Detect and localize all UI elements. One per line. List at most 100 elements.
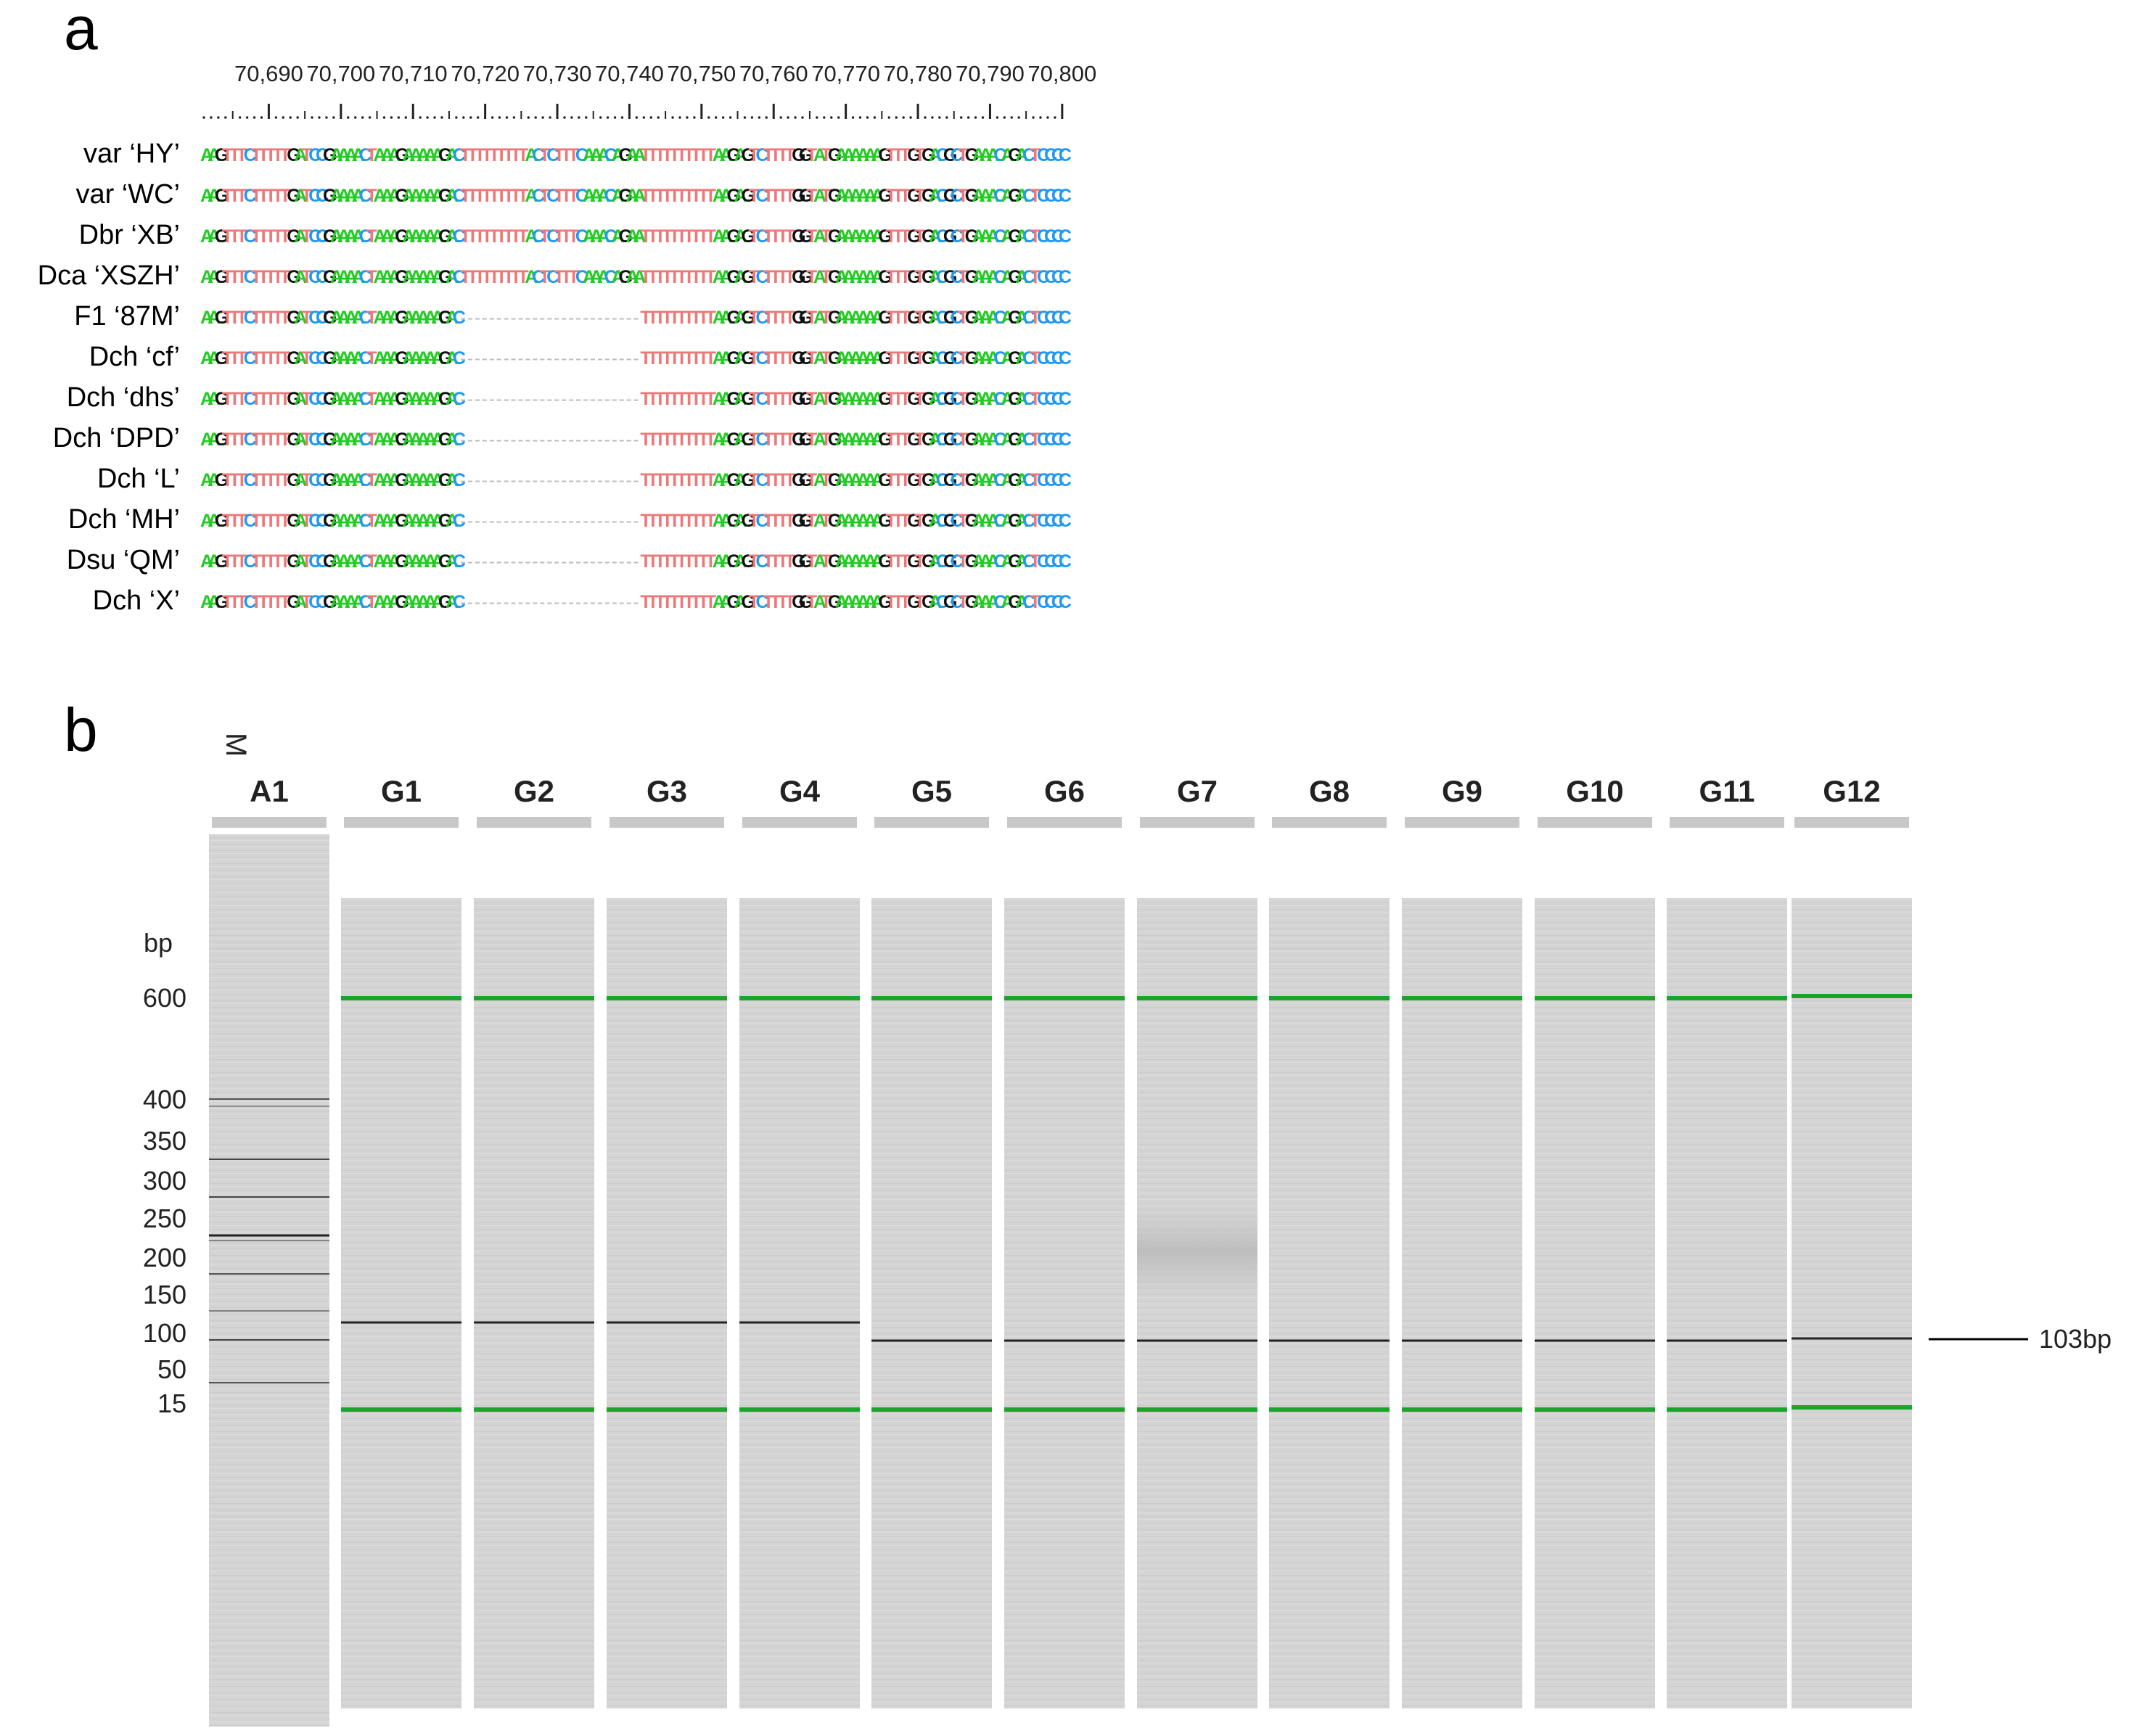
sequence-row: AAGTTTCTTTTTGATCCGAAAACTAAAGAAAAAGACTTTT… — [200, 145, 1072, 165]
ruler-dot — [476, 116, 480, 119]
lane-labels: A1 G1 G2 G3 G4 G5 G6 G7 G8 G9 G10 G11 G12 — [212, 774, 1909, 828]
ladder-size-label: 400 — [143, 1085, 186, 1114]
lane-tab — [1272, 817, 1387, 828]
ruler-dot — [779, 116, 782, 119]
position-label: 70,800 — [1027, 61, 1096, 86]
sample-lane — [341, 898, 461, 1708]
sample-label: Dch ‘X’ — [93, 585, 180, 616]
sequence-row: AAGTTTCTTTTTGATCCGAAAACTAAAGAAAAAGAC----… — [200, 429, 1072, 450]
ruler-dot — [693, 116, 696, 119]
sample-label: Dch ‘DPD’ — [53, 423, 180, 453]
sample-lane — [1667, 898, 1787, 1708]
ruler-dot — [549, 116, 551, 119]
lane-tab — [1670, 817, 1784, 828]
ruler-dot — [794, 116, 797, 119]
panel-a-alignment: a 70,690 70,700 70,710 70,720 70,730 70,740 70… — [38, 0, 1097, 616]
ruler-dot — [678, 116, 681, 119]
lane-tab — [1405, 817, 1519, 828]
sample-label: Dsu ‘QM’ — [67, 545, 180, 575]
ruler-dot — [534, 116, 537, 119]
ladder-size-label: 300 — [143, 1166, 186, 1196]
lane-label: G9 — [1442, 774, 1482, 808]
lane-tab — [212, 817, 327, 828]
sample-labels: var ‘HY’ var ‘WC’ Dbr ‘XB’ Dca ‘XSZH’ F1 ‘87… — [38, 139, 180, 616]
sequence-row: AAGTTTCTTTTTGATCCGAAAACTAAAGAAAAAGAC----… — [200, 389, 1072, 409]
ruler-dot — [325, 116, 328, 119]
ruler-dot — [541, 116, 544, 119]
lane-tab — [344, 817, 459, 828]
lane-label: G10 — [1566, 774, 1623, 808]
position-label: 70,790 — [956, 61, 1025, 86]
sample-lane — [1004, 898, 1125, 1708]
ruler-dot — [426, 116, 429, 119]
sequence-row: AAGTTTCTTTTTGATCCGAAAACTAAAGAAAAAGAC----… — [200, 592, 1072, 612]
ruler-dot — [311, 116, 313, 119]
sequence-row: AAGTTTCTTTTTGATCCGAAAACTAAAGAAAAAGACTTTT… — [200, 186, 1072, 206]
sample-lane — [1402, 898, 1522, 1708]
ruler-dot — [354, 116, 357, 119]
ruler-dot — [469, 116, 472, 119]
sequence-row: AAGTTTCTTTTTGATCCGAAAACTAAAGAAAAAGACTTTT… — [200, 226, 1072, 247]
ladder-lane — [209, 834, 329, 1727]
ruler-dot — [758, 116, 761, 119]
ruler-dot — [729, 116, 732, 119]
ruler-dot — [296, 116, 299, 119]
band-size-annotation: 103bp — [2039, 1324, 2112, 1354]
sample-label: var ‘WC’ — [75, 179, 180, 210]
ruler-dot — [1046, 116, 1049, 119]
ladder-size-label: 250 — [143, 1204, 186, 1233]
ruler-dot — [715, 116, 718, 119]
lane-label: G5 — [911, 774, 952, 808]
ruler-dot — [765, 116, 768, 119]
ruler-dot — [440, 116, 443, 119]
ruler-dot — [455, 116, 458, 119]
sample-label: Dbr ‘XB’ — [79, 220, 180, 250]
sequence-row: AAGTTTCTTTTTGATCCGAAAACTAAAGAAAAAGAC----… — [200, 470, 1072, 490]
sequence-row: AAGTTTCTTTTTGATCCGAAAACTAAAGAAAAAGAC----… — [200, 511, 1072, 531]
sample-lane — [1792, 898, 1912, 1708]
ruler-dot — [210, 116, 213, 119]
lane-label: A1 — [250, 774, 289, 808]
lane-label: G7 — [1177, 774, 1218, 808]
ruler-dot — [981, 116, 985, 119]
position-label: 70,730 — [523, 61, 592, 86]
sample-label: Dch ‘MH’ — [68, 504, 180, 535]
ruler-dot — [858, 116, 862, 119]
lane-tab — [1140, 817, 1255, 828]
ruler-dot — [318, 116, 321, 119]
ruler-dot — [570, 116, 573, 119]
ruler-dot — [347, 116, 350, 119]
ruler-dot — [909, 116, 912, 119]
sample-label: Dch ‘dhs’ — [67, 382, 180, 413]
ruler-dot — [974, 116, 977, 119]
lane-label: G11 — [1699, 774, 1755, 808]
ruler-dot — [361, 116, 364, 119]
ladder-size-label: 50 — [157, 1354, 186, 1384]
ladder-size-label: 350 — [143, 1126, 186, 1156]
position-label: 70,690 — [234, 61, 303, 86]
ruler-dot — [1017, 116, 1020, 119]
sample-label: var ‘HY’ — [83, 139, 180, 169]
lane-label: G2 — [514, 774, 554, 808]
sequence-rows: AAGTTTCTTTTTGATCCGAAAACTAAAGAAAAAGACTTTT… — [200, 145, 1072, 612]
ruler-dot — [563, 116, 566, 119]
sample-label: Dca ‘XSZH’ — [38, 260, 180, 291]
ruler-dot — [282, 116, 285, 119]
lane-tab — [1794, 817, 1909, 828]
ruler-dot — [202, 116, 205, 119]
ruler-dot — [260, 116, 263, 119]
sample-lane — [739, 898, 860, 1708]
bp-unit-label: bp — [144, 928, 173, 958]
sample-lane — [607, 898, 727, 1708]
lane-label: G6 — [1044, 774, 1085, 808]
position-ruler — [202, 104, 1064, 119]
ruler-dot — [1054, 116, 1056, 119]
ruler-dot — [671, 116, 674, 119]
ladder-size-label: 15 — [157, 1389, 186, 1418]
ruler-dot — [245, 116, 249, 119]
ruler-dot — [657, 116, 660, 119]
ruler-dot — [1032, 116, 1035, 119]
panel-a-letter: a — [64, 0, 98, 62]
panel-b-letter: b — [64, 696, 98, 764]
ladder-size-label: 150 — [143, 1280, 186, 1309]
